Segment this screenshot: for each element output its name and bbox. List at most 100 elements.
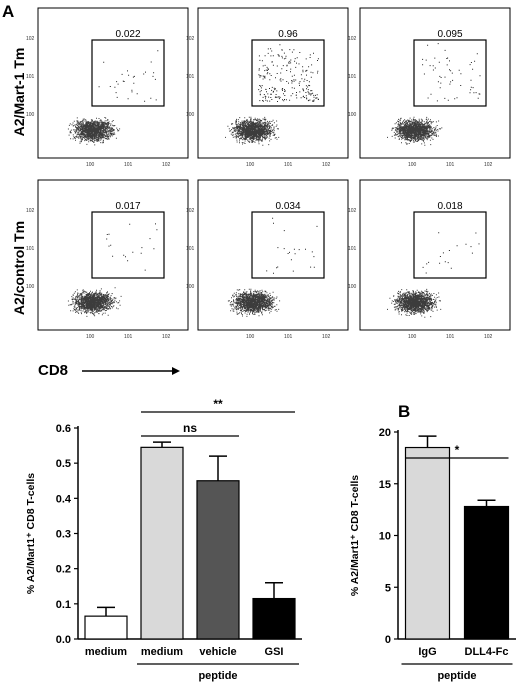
flow-x-tick-label: 102 <box>484 162 493 168</box>
flow-y-tick-label: 101 <box>348 74 357 80</box>
flow-gate-box <box>91 39 165 107</box>
flow-y-tick-label: 100 <box>348 284 357 290</box>
flow-y-tick-label: 100 <box>26 112 35 118</box>
y-tick-label: 10 <box>379 531 391 543</box>
flow-cell-cluster <box>67 287 122 317</box>
y-tick-label: 0 <box>385 634 391 646</box>
flow-y-tick-label: 101 <box>186 246 195 252</box>
x-tick-label: medium <box>85 646 127 658</box>
x-tick-label: GSI <box>265 646 284 658</box>
flow-x-tick-label: 101 <box>124 162 133 168</box>
bar <box>140 446 184 640</box>
flow-plot: 100 100 101 101 102 102 0.96 <box>186 7 349 168</box>
flow-gate-value: 0.022 <box>115 29 140 40</box>
flow-x-tick-label: 101 <box>446 334 455 340</box>
flow-x-tick-label: 102 <box>322 162 331 168</box>
significance-label: ** <box>213 397 223 411</box>
bar <box>84 615 128 640</box>
row-label-mart1: A2/Mart-1 Tm <box>11 48 27 137</box>
x-tick-label: medium <box>141 646 183 658</box>
flow-cell-cluster <box>67 117 121 146</box>
y-axis-label: % A2/Mart1⁺ CD8 T-cells <box>349 475 361 596</box>
flow-gate-box <box>91 211 165 279</box>
flow-x-tick-label: 100 <box>246 334 255 340</box>
flow-y-tick-label: 102 <box>186 36 195 42</box>
flow-gate-box <box>251 211 325 279</box>
flow-x-tick-label: 102 <box>484 334 493 340</box>
y-tick-label: 0.2 <box>56 564 71 576</box>
flow-x-tick-label: 102 <box>322 334 331 340</box>
flow-x-tick-label: 102 <box>162 162 171 168</box>
flow-y-tick-label: 102 <box>348 36 357 42</box>
flow-gate-value: 0.034 <box>275 201 300 212</box>
significance-label: ns <box>183 421 197 435</box>
flow-plot-frame <box>197 179 349 331</box>
flow-x-tick-label: 100 <box>408 162 417 168</box>
bar <box>404 446 451 640</box>
flow-y-tick-label: 100 <box>348 112 357 118</box>
flow-x-tick-label: 102 <box>162 334 171 340</box>
flow-x-tick-label: 100 <box>408 334 417 340</box>
row-label-control: A2/control Tm <box>11 221 27 315</box>
flow-x-tick-label: 100 <box>246 162 255 168</box>
flow-y-tick-label: 102 <box>186 208 195 214</box>
y-tick-label: 5 <box>385 582 391 594</box>
flow-gate-box <box>413 39 487 107</box>
flow-plot: 100 100 101 101 102 102 0.095 <box>348 7 511 168</box>
flow-plot-grid: 1001001011011021020.02210010010110110210… <box>26 7 511 340</box>
flow-x-tick-label: 101 <box>284 162 293 168</box>
y-tick-label: 0.6 <box>56 423 71 435</box>
y-tick-label: 0.1 <box>56 599 71 611</box>
bar <box>463 505 510 640</box>
group-label: peptide <box>437 670 476 682</box>
flow-plot: 100 100 101 101 102 102 0.018 <box>348 179 511 340</box>
flow-cell-cluster <box>227 288 281 317</box>
flow-y-tick-label: 102 <box>26 36 35 42</box>
y-tick-label: 20 <box>379 427 391 439</box>
flow-x-tick-label: 100 <box>86 334 95 340</box>
flow-y-tick-label: 102 <box>26 208 35 214</box>
flow-gate-box <box>413 211 487 279</box>
cd8-axis-label: CD8 <box>38 362 68 379</box>
x-tick-label: vehicle <box>199 646 236 658</box>
flow-plot-frame <box>37 179 189 331</box>
flow-y-tick-label: 101 <box>26 246 35 252</box>
flow-plot: 100 100 101 101 102 102 0.017 <box>26 179 189 340</box>
flow-y-tick-label: 100 <box>186 112 195 118</box>
y-tick-label: 0.4 <box>56 493 72 505</box>
flow-y-tick-label: 101 <box>348 246 357 252</box>
flow-y-tick-label: 101 <box>26 74 35 80</box>
bar-chart-right: 0 5 10 15 20 % A2/Mart1⁺ CD8 T-cells IgG DLL4-F… <box>349 427 516 682</box>
flow-y-tick-label: 100 <box>186 284 195 290</box>
y-tick-label: 15 <box>379 479 391 491</box>
flow-cell-cluster <box>387 288 442 318</box>
bar <box>252 597 296 640</box>
flow-plot-frame <box>37 7 189 159</box>
x-tick-label: DLL4-Fc <box>465 646 509 658</box>
flow-x-tick-label: 101 <box>446 162 455 168</box>
flow-y-tick-label: 100 <box>26 284 35 290</box>
flow-y-tick-label: 101 <box>186 74 195 80</box>
flow-plot: 100 100 101 101 102 102 0.022 <box>26 7 189 168</box>
flow-gate-box <box>251 39 325 107</box>
cd8-arrow-head <box>172 367 180 375</box>
flow-gate-value: 0.018 <box>437 201 462 212</box>
flow-cell-cluster <box>387 116 443 146</box>
flow-gate-value: 0.095 <box>437 29 462 40</box>
panel-a-letter: A <box>2 2 14 21</box>
flow-x-tick-label: 101 <box>124 334 133 340</box>
flow-gate-value: 0.017 <box>115 201 140 212</box>
x-tick-label: IgG <box>418 646 436 658</box>
bar-chart-left: 0.0 0.1 0.2 0.3 0.4 0.5 0.6 % A2/Mart1⁺ CD8 T-c… <box>25 397 302 682</box>
panel-b-letter: B <box>398 402 410 421</box>
y-tick-label: 0.3 <box>56 529 71 541</box>
y-tick-label: 0.0 <box>56 634 71 646</box>
significance-label: * <box>455 443 460 457</box>
flow-y-tick-label: 102 <box>348 208 357 214</box>
flow-x-tick-label: 100 <box>86 162 95 168</box>
flow-plot: 100 100 101 101 102 102 0.034 <box>186 179 349 340</box>
y-axis-label: % A2/Mart1⁺ CD8 T-cells <box>25 473 37 594</box>
group-label: peptide <box>198 670 237 682</box>
flow-cell-cluster <box>225 116 280 146</box>
